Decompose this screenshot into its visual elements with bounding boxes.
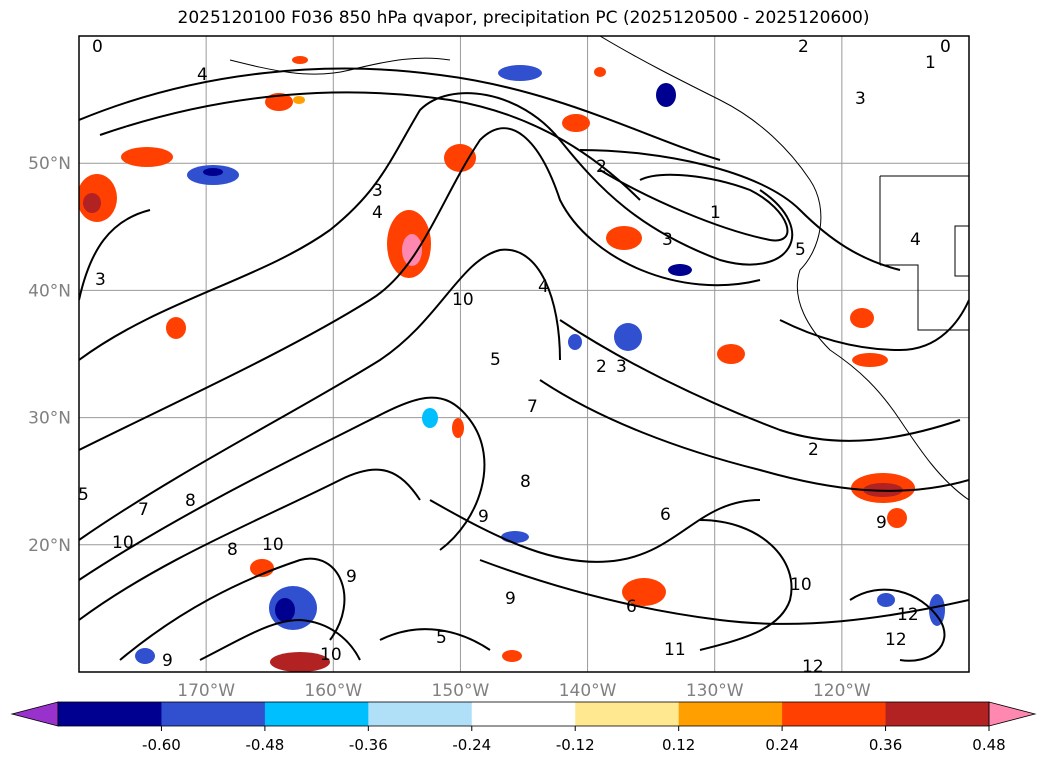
colorbar-tick-label: 0.12 bbox=[662, 736, 695, 754]
contour-label: 2 bbox=[596, 157, 607, 177]
colorbar-extend-low bbox=[10, 701, 59, 727]
colorbar-tick-labels: -0.60 -0.48 -0.36 -0.24 -0.12 0.12 0.24 0.36 0.4… bbox=[142, 726, 1006, 754]
gridlines bbox=[79, 36, 969, 672]
colorbar-tick-label: -0.48 bbox=[245, 736, 284, 754]
contour-label: 0 bbox=[940, 37, 951, 57]
contour-label: 2 bbox=[808, 440, 819, 460]
contour-label: 9 bbox=[346, 567, 357, 587]
latitude-label: 20°N bbox=[28, 536, 71, 556]
colorbar-segments bbox=[10, 701, 1037, 727]
longitude-label: 160°W bbox=[304, 681, 362, 701]
precip-shading bbox=[79, 56, 945, 672]
contour-label: 6 bbox=[660, 505, 671, 525]
map-frame bbox=[78, 35, 970, 673]
latitude-label: 30°N bbox=[28, 409, 71, 429]
contour-label: 10 bbox=[790, 575, 812, 595]
contour-label: 7 bbox=[527, 397, 538, 417]
contour-label: 3 bbox=[372, 181, 383, 201]
colorbar-tick-label: 0.36 bbox=[869, 736, 902, 754]
colorbar-segment bbox=[58, 702, 162, 726]
contour-label: 9 bbox=[876, 513, 887, 533]
colorbar-segment bbox=[575, 702, 680, 726]
map-title: 2025120100 F036 850 hPa qvapor, precipit… bbox=[177, 8, 870, 28]
latitude-label: 50°N bbox=[28, 154, 71, 174]
colorbar: -0.60 -0.48 -0.36 -0.24 -0.12 0.12 0.24 0.36 0.4… bbox=[10, 701, 1037, 754]
contour-label: 4 bbox=[910, 230, 921, 250]
colorbar-tick-label: -0.60 bbox=[142, 736, 181, 754]
map-background bbox=[79, 36, 969, 672]
longitude-label: 150°W bbox=[432, 681, 490, 701]
colorbar-segment bbox=[471, 702, 576, 726]
longitude-label: 170°W bbox=[177, 681, 235, 701]
colorbar-tick-label: -0.36 bbox=[349, 736, 388, 754]
contour-label: 3 bbox=[616, 357, 627, 377]
contour-label: 5 bbox=[795, 240, 806, 260]
coastlines bbox=[229, 36, 969, 501]
colorbar-segment bbox=[678, 702, 783, 726]
colorbar-tick-label: -0.24 bbox=[452, 736, 491, 754]
longitude-label: 120°W bbox=[813, 681, 871, 701]
latitude-label: 40°N bbox=[28, 281, 71, 301]
contour-label: 3 bbox=[662, 230, 673, 250]
map-panel: 0 0 1 1 2 2 2 2 3 3 3 3 3 4 4 4 4 5 5 5 bbox=[28, 35, 970, 701]
contour-label: 9 bbox=[162, 651, 173, 671]
longitude-labels: 170°W 160°W 150°W 140°W 130°W 120°W bbox=[177, 681, 871, 701]
contour-label: 6 bbox=[626, 597, 637, 617]
contour-label: 12 bbox=[885, 630, 907, 650]
contour-label: 5 bbox=[78, 485, 89, 505]
colorbar-extend-high bbox=[988, 701, 1037, 727]
contour-label: 10 bbox=[452, 290, 474, 310]
colorbar-segment bbox=[368, 702, 473, 726]
contour-label: 8 bbox=[520, 472, 531, 492]
colorbar-segment bbox=[885, 702, 990, 726]
contour-label: 1 bbox=[710, 203, 721, 223]
contour-label: 4 bbox=[197, 65, 208, 85]
contour-label: 2 bbox=[798, 37, 809, 57]
qvapor-contours bbox=[79, 67, 969, 662]
contour-label: 10 bbox=[262, 535, 284, 555]
colorbar-segment bbox=[161, 702, 266, 726]
colorbar-segment bbox=[264, 702, 369, 726]
colorbar-outline bbox=[57, 701, 990, 727]
contour-label: 2 bbox=[596, 357, 607, 377]
contour-label: 11 bbox=[664, 640, 686, 660]
colorbar-tick-label: 0.48 bbox=[972, 736, 1005, 754]
contour-labels: 0 0 1 1 2 2 2 2 3 3 3 3 3 4 4 4 4 5 5 5 bbox=[78, 37, 951, 677]
contour-label: 3 bbox=[95, 270, 106, 290]
contour-label: 5 bbox=[490, 350, 501, 370]
contour-label: 4 bbox=[538, 277, 549, 297]
contour-label: 8 bbox=[185, 491, 196, 511]
colorbar-segment bbox=[782, 702, 887, 726]
contour-label: 9 bbox=[478, 507, 489, 527]
contour-label: 9 bbox=[505, 589, 516, 609]
contour-label: 4 bbox=[372, 203, 383, 223]
contour-label: 12 bbox=[802, 657, 824, 677]
contour-label: 7 bbox=[138, 500, 149, 520]
contour-label: 1 bbox=[925, 53, 936, 73]
longitude-label: 140°W bbox=[559, 681, 617, 701]
contour-label: 10 bbox=[320, 645, 342, 665]
contour-label: 0 bbox=[92, 37, 103, 57]
contour-label: 3 bbox=[855, 89, 866, 109]
contour-label: 12 bbox=[897, 605, 919, 625]
colorbar-tick-label: -0.12 bbox=[556, 736, 595, 754]
contour-label: 10 bbox=[112, 533, 134, 553]
contour-label: 8 bbox=[227, 540, 238, 560]
contour-label: 5 bbox=[436, 628, 447, 648]
latitude-labels: 50°N 40°N 30°N 20°N bbox=[28, 154, 71, 556]
longitude-label: 130°W bbox=[686, 681, 744, 701]
colorbar-tick-label: 0.24 bbox=[765, 736, 798, 754]
